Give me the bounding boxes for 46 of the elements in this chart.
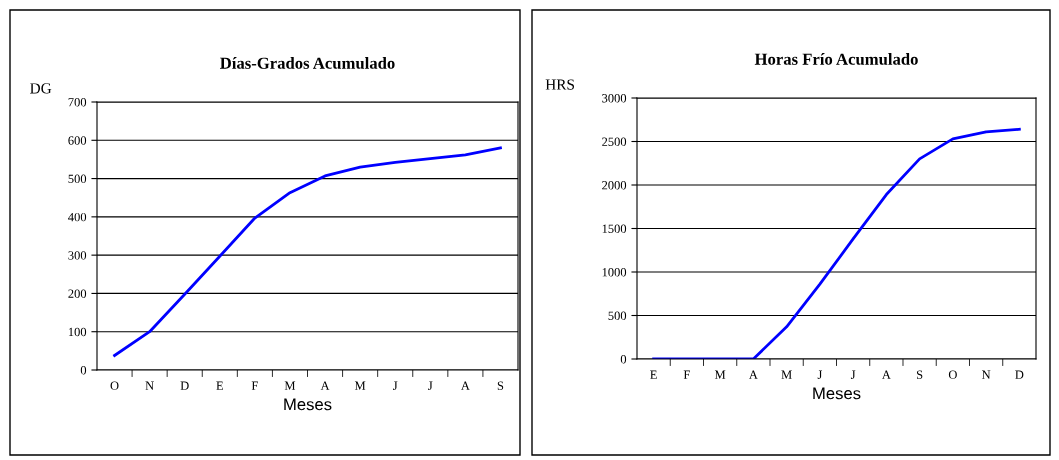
- line-series: [113, 146, 502, 357]
- x-tick-label: O: [110, 381, 119, 390]
- y-tick-label: 0: [620, 355, 627, 364]
- x-tick-label: E: [216, 381, 223, 390]
- x-tick-label: A: [748, 370, 758, 379]
- y-axis-title: DG: [30, 83, 52, 94]
- x-tick-label: J: [850, 370, 856, 379]
- y-axis-title: HRS: [545, 79, 574, 90]
- x-tick-label: E: [650, 370, 657, 379]
- y-tick-label: 0: [80, 366, 87, 375]
- x-axis-title: Meses: [813, 387, 861, 400]
- x-tick-label: N: [145, 381, 154, 390]
- y-tick-label: 2000: [602, 181, 627, 190]
- y-tick-label: 2500: [602, 137, 627, 146]
- x-tick-label: A: [881, 370, 891, 379]
- y-tick-label: 100: [68, 327, 87, 337]
- x-tick-label: J: [428, 381, 433, 390]
- chart-title: Días-Grados Acumulado: [220, 57, 395, 69]
- x-tick-label: M: [284, 381, 296, 390]
- y-tick-label: 700: [68, 98, 87, 107]
- y-tick-label: 1500: [602, 224, 627, 233]
- x-tick-label: S: [916, 370, 923, 379]
- x-tick-label: M: [714, 370, 726, 379]
- x-tick-label: M: [781, 370, 792, 379]
- x-tick-label: A: [320, 381, 330, 390]
- y-tick-label: 1000: [602, 268, 627, 277]
- x-tick-label: O: [948, 370, 957, 379]
- x-axis-title: Meses: [284, 398, 332, 411]
- x-tick-label: S: [497, 381, 504, 390]
- x-tick-label: J: [817, 370, 823, 379]
- y-tick-label: 600: [68, 136, 87, 145]
- chart-title: Horas Frío Acumulado: [754, 53, 918, 65]
- y-tick-label: 200: [68, 289, 87, 298]
- x-tick-label: J: [393, 381, 398, 390]
- x-tick-label: A: [460, 381, 470, 390]
- y-tick-label: 400: [68, 212, 87, 222]
- y-tick-label: 500: [68, 174, 87, 184]
- x-tick-label: D: [1015, 370, 1024, 379]
- y-tick-label: 300: [68, 251, 87, 260]
- x-tick-label: F: [251, 381, 258, 390]
- y-tick-label: 3000: [602, 94, 627, 103]
- x-tick-label: M: [354, 381, 366, 390]
- x-tick-label: D: [180, 381, 189, 390]
- x-tick-label: F: [683, 370, 690, 379]
- x-tick-label: N: [981, 370, 991, 379]
- y-tick-label: 500: [608, 311, 627, 320]
